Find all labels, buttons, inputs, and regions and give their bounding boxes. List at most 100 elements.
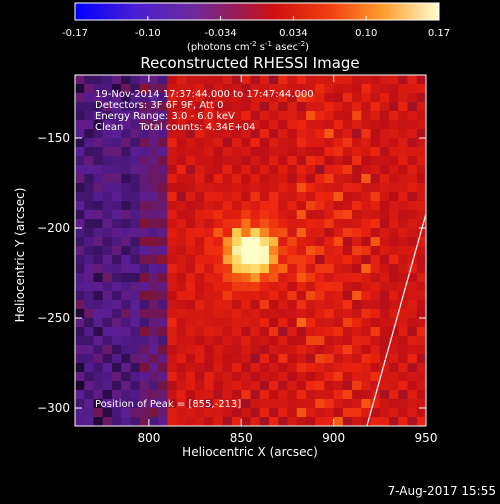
- heatmap-cell: [158, 372, 168, 382]
- heatmap-cell: [222, 291, 233, 301]
- heatmap-cell: [296, 354, 307, 364]
- heatmap-cell: [93, 399, 104, 409]
- heatmap-cell: [84, 318, 95, 328]
- heatmap-cell: [241, 327, 252, 337]
- heatmap-cell: [102, 255, 113, 265]
- heatmap-cell: [250, 363, 261, 373]
- heatmap-cell: [185, 381, 196, 391]
- heatmap-cell: [148, 408, 159, 418]
- heatmap-cell: [111, 210, 122, 220]
- heatmap-cell: [75, 390, 85, 400]
- heatmap-cell: [222, 399, 233, 409]
- heatmap-cell: [268, 192, 279, 202]
- heatmap-cell: [324, 264, 335, 274]
- heatmap-cell: [167, 372, 178, 382]
- heatmap-cell: [379, 93, 390, 103]
- heatmap-cell: [204, 165, 215, 175]
- heatmap-cell: [305, 219, 316, 229]
- heatmap-cell: [398, 264, 409, 274]
- heatmap-cell: [185, 318, 196, 328]
- heatmap-cell: [195, 174, 205, 184]
- heatmap-cell: [305, 93, 316, 103]
- heatmap-cell: [139, 129, 150, 139]
- heatmap-cell: [176, 228, 187, 238]
- heatmap-cell: [379, 381, 390, 391]
- heatmap-cell: [278, 255, 289, 265]
- heatmap-cell: [222, 138, 233, 148]
- heatmap-cell: [305, 147, 316, 157]
- heatmap-cell: [158, 318, 168, 328]
- heatmap-cell: [407, 147, 418, 157]
- heatmap-cell: [398, 210, 409, 220]
- heatmap-cell: [389, 381, 399, 391]
- heatmap-cell: [93, 300, 104, 310]
- heatmap-cell: [176, 327, 187, 337]
- heatmap-cell: [324, 300, 335, 310]
- heatmap-cell: [176, 381, 187, 391]
- heatmap-cell: [333, 390, 344, 400]
- heatmap-cell: [287, 345, 298, 355]
- heatmap-cell: [241, 408, 252, 418]
- heatmap-cell: [93, 156, 104, 166]
- heatmap-cell: [167, 363, 178, 373]
- heatmap-cell: [185, 327, 196, 337]
- heatmap-cell: [250, 228, 261, 238]
- heatmap-cell: [139, 363, 150, 373]
- heatmap-cell: [195, 84, 205, 94]
- heatmap-cell: [121, 309, 132, 319]
- heatmap-cell: [167, 291, 178, 301]
- heatmap-cell: [222, 273, 233, 283]
- heatmap-cell: [93, 129, 104, 139]
- heatmap-cell: [84, 129, 95, 139]
- heatmap-cell: [324, 408, 335, 418]
- heatmap-cell: [167, 201, 178, 211]
- heatmap-cell: [213, 138, 224, 148]
- heatmap-cell: [232, 183, 242, 193]
- heatmap-cell: [278, 219, 289, 229]
- heatmap-cell: [167, 264, 178, 274]
- heatmap-cell: [84, 408, 95, 418]
- footer-date: 7-Aug-2017 15:55: [388, 484, 496, 498]
- heatmap-cell: [361, 417, 372, 426]
- heatmap-cell: [232, 399, 242, 409]
- heatmap-cell: [315, 102, 325, 112]
- heatmap-cell: [176, 165, 187, 175]
- heatmap-cell: [416, 273, 426, 283]
- heatmap-cell: [333, 354, 344, 364]
- heatmap-cell: [250, 138, 261, 148]
- heatmap-cell: [102, 327, 113, 337]
- heatmap-cell: [111, 183, 122, 193]
- heatmap-cell: [222, 174, 233, 184]
- heatmap-cell: [296, 75, 307, 85]
- heatmap-cell: [361, 111, 372, 121]
- heatmap-cell: [121, 165, 132, 175]
- heatmap-cell: [352, 264, 362, 274]
- chart-title: Reconstructed RHESSI Image: [140, 54, 359, 72]
- heatmap-cell: [416, 300, 426, 310]
- heatmap-cell: [379, 102, 390, 112]
- heatmap-cell: [287, 336, 298, 346]
- heatmap-cell: [370, 120, 381, 130]
- heatmap-cell: [130, 363, 141, 373]
- heatmap-cell: [111, 75, 122, 85]
- heatmap-cell: [287, 129, 298, 139]
- heatmap-cell: [121, 300, 132, 310]
- heatmap-cell: [342, 192, 353, 202]
- heatmap-cell: [195, 390, 205, 400]
- heatmap-cell: [324, 120, 335, 130]
- heatmap-cell: [324, 102, 335, 112]
- heatmap-cell: [342, 345, 353, 355]
- heatmap-cell: [195, 336, 205, 346]
- heatmap-cell: [287, 273, 298, 283]
- heatmap-cell: [139, 273, 150, 283]
- heatmap-cell: [93, 255, 104, 265]
- heatmap-cell: [213, 264, 224, 274]
- heatmap-cell: [158, 417, 168, 426]
- heatmap-cell: [398, 354, 409, 364]
- heatmap-cell: [416, 390, 426, 400]
- heatmap-cell: [389, 309, 399, 319]
- heatmap-cell: [361, 102, 372, 112]
- heatmap-cell: [352, 381, 362, 391]
- heatmap-cell: [84, 345, 95, 355]
- heatmap-cell: [352, 363, 362, 373]
